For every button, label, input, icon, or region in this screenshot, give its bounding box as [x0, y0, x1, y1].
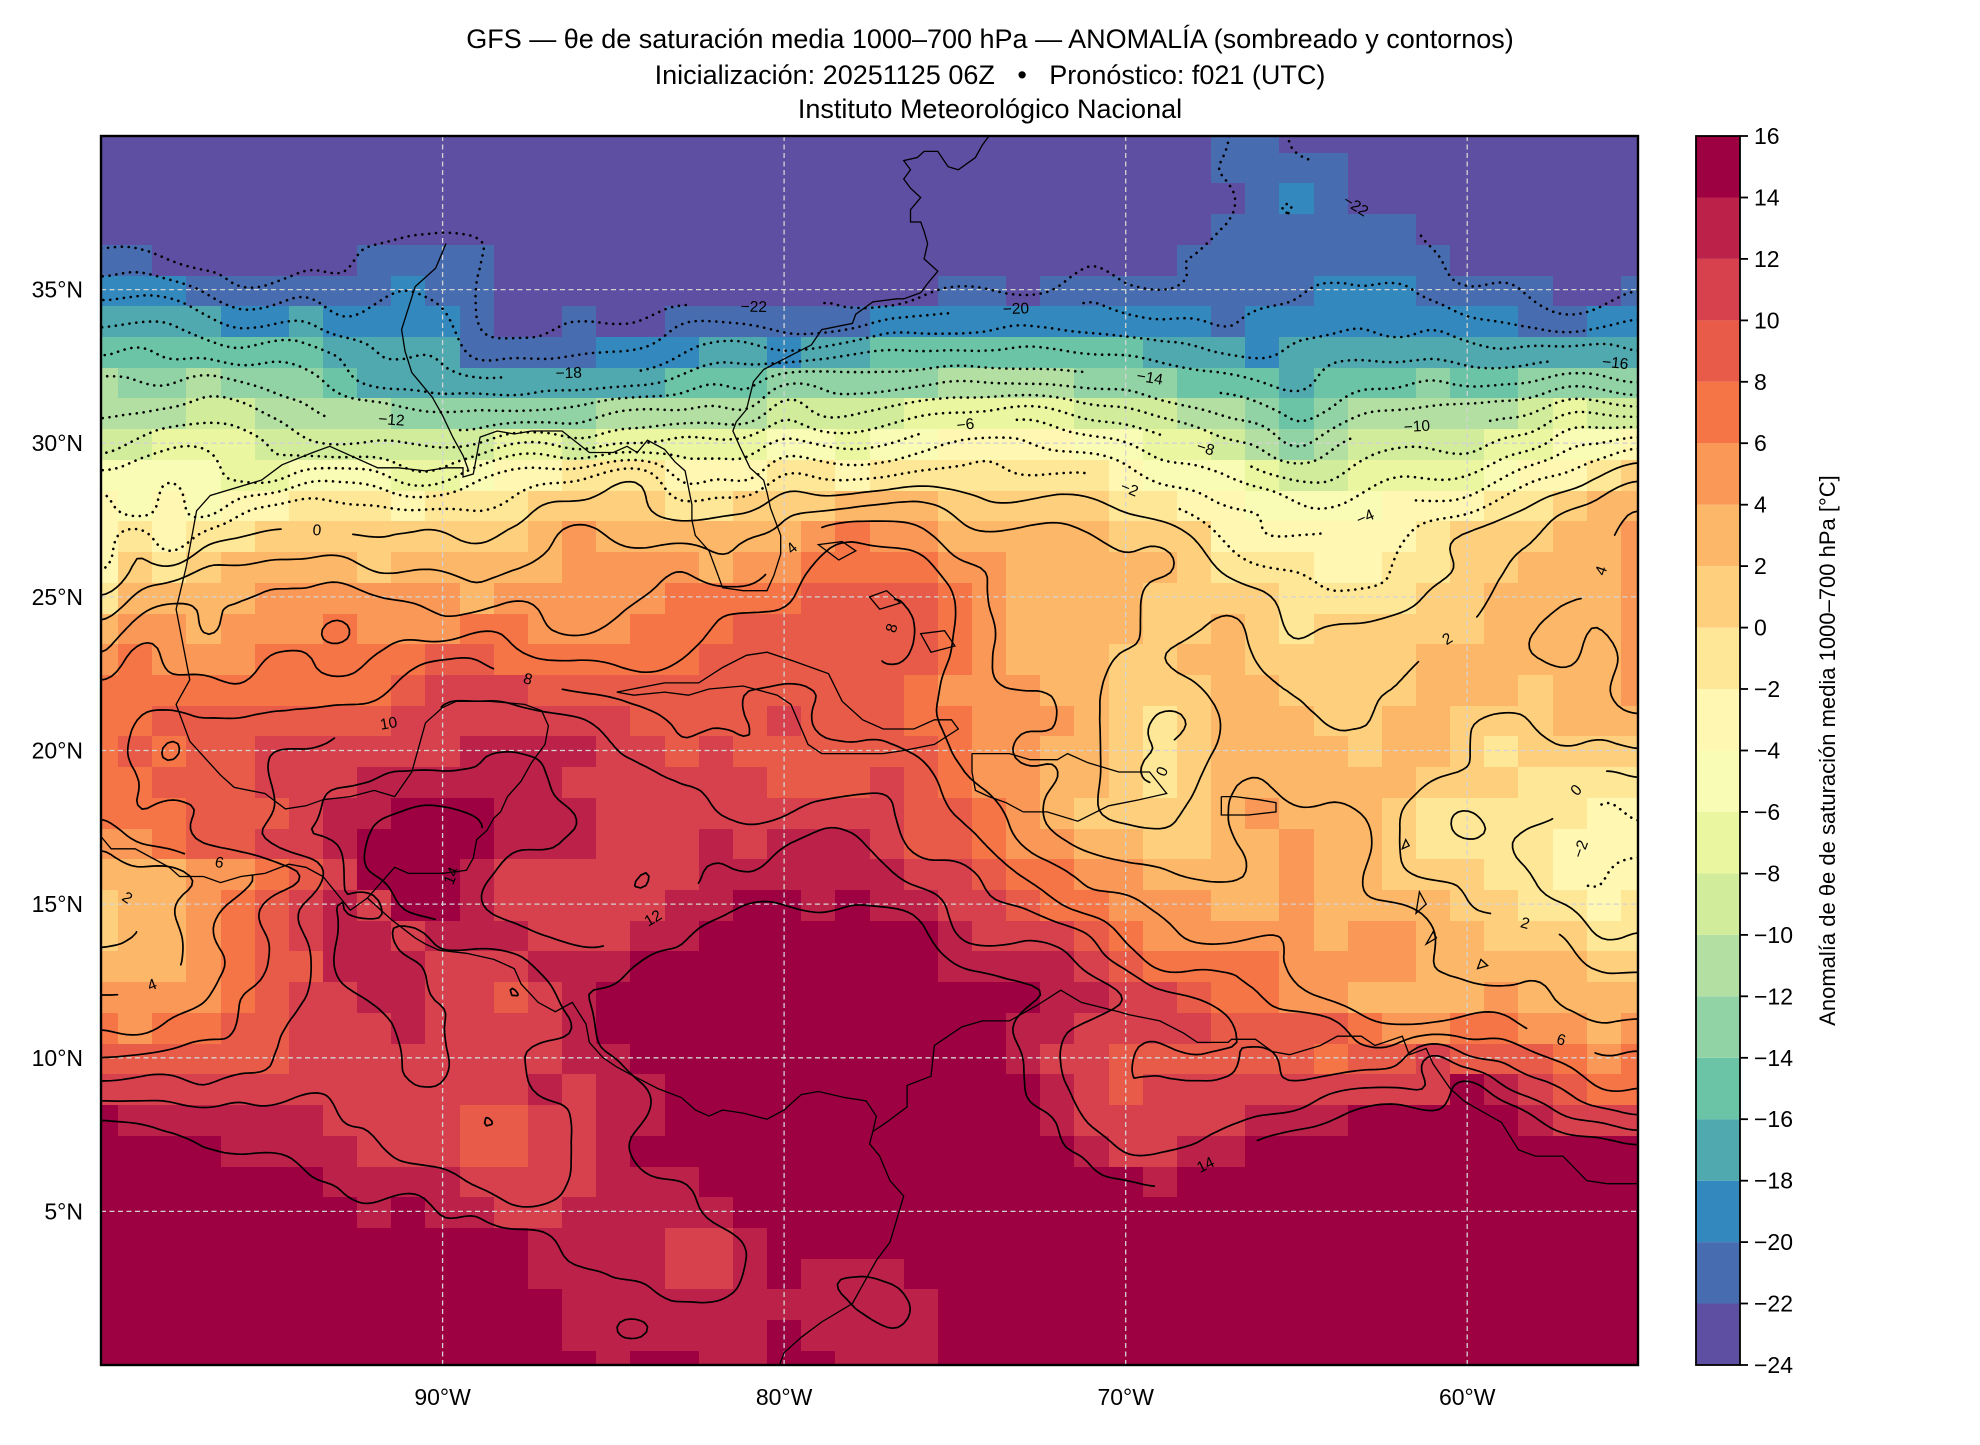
svg-text:8: 8	[1754, 369, 1767, 395]
svg-text:6: 6	[1754, 430, 1767, 456]
svg-text:−6: −6	[956, 416, 975, 435]
svg-text:10°N: 10°N	[32, 1045, 83, 1071]
svg-text:−24: −24	[1754, 1352, 1793, 1378]
svg-text:−12: −12	[378, 411, 405, 430]
svg-text:4: 4	[1754, 492, 1767, 518]
svg-text:60°W: 60°W	[1439, 1384, 1496, 1410]
svg-text:2: 2	[1754, 553, 1767, 579]
svg-text:−10: −10	[1754, 922, 1793, 948]
svg-text:5°N: 5°N	[44, 1198, 83, 1224]
svg-text:−22: −22	[740, 299, 767, 317]
svg-text:25°N: 25°N	[32, 584, 83, 610]
svg-text:70°W: 70°W	[1097, 1384, 1154, 1410]
svg-text:0: 0	[312, 522, 322, 540]
svg-text:35°N: 35°N	[32, 277, 83, 303]
svg-text:90°W: 90°W	[414, 1384, 471, 1410]
svg-text:−22: −22	[1754, 1291, 1793, 1317]
svg-text:20°N: 20°N	[32, 738, 83, 764]
svg-text:−14: −14	[1754, 1045, 1793, 1071]
svg-text:Anomalía de θe de saturación m: Anomalía de θe de saturación media 1000–…	[1815, 475, 1840, 1026]
svg-text:−20: −20	[1003, 300, 1030, 318]
svg-text:GFS — θe de saturación media 1: GFS — θe de saturación media 1000–700 hP…	[466, 24, 1514, 54]
svg-text:−12: −12	[1754, 983, 1793, 1009]
svg-text:−10: −10	[1403, 418, 1431, 437]
svg-text:12: 12	[1754, 246, 1780, 272]
svg-text:−6: −6	[1754, 799, 1780, 825]
svg-text:Inicialización: 20251125 06Z: Inicialización: 20251125 06Z • Pronóstic…	[655, 60, 1326, 90]
svg-text:−16: −16	[1754, 1106, 1793, 1132]
svg-text:−8: −8	[1754, 860, 1780, 886]
svg-text:−18: −18	[1754, 1168, 1793, 1194]
svg-text:−2: −2	[1754, 676, 1780, 702]
svg-text:14: 14	[1754, 185, 1780, 211]
svg-text:Instituto Meteorológico Nacion: Instituto Meteorológico Nacional	[798, 94, 1182, 124]
svg-text:−18: −18	[555, 365, 582, 383]
svg-text:16: 16	[1754, 123, 1780, 149]
svg-text:10: 10	[379, 714, 399, 734]
svg-text:15°N: 15°N	[32, 891, 83, 917]
svg-text:−4: −4	[1754, 738, 1780, 764]
svg-text:−16: −16	[1601, 354, 1629, 374]
svg-text:10: 10	[1754, 307, 1780, 333]
svg-text:30°N: 30°N	[32, 430, 83, 456]
svg-text:−20: −20	[1754, 1229, 1793, 1255]
svg-text:0: 0	[1754, 615, 1767, 641]
svg-text:80°W: 80°W	[756, 1384, 813, 1410]
